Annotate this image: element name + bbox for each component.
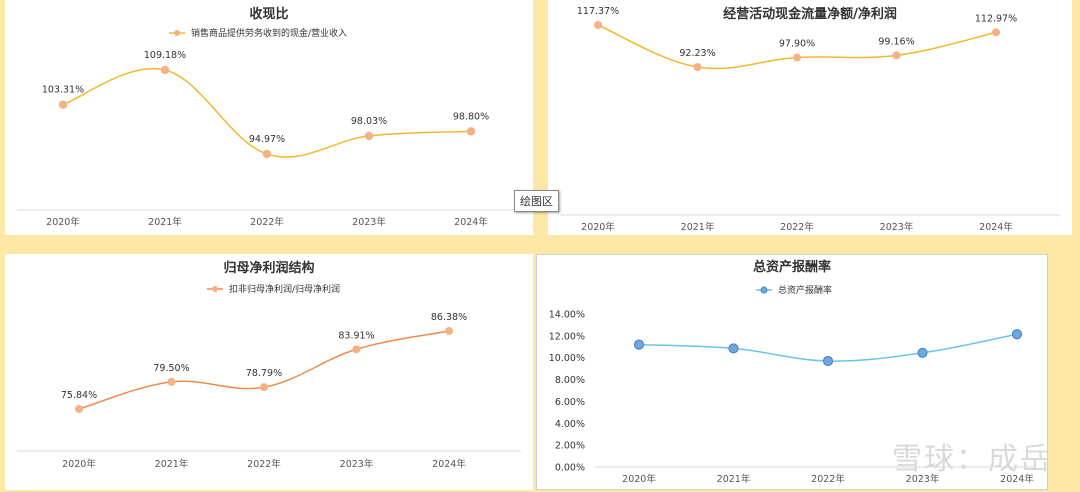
- chart-roa: 总资产报酬率总资产报酬率0.00%2.00%4.00%6.00%8.00%10.…: [549, 259, 1035, 485]
- data-point: [364, 131, 374, 141]
- x-tick-label: 2020年: [622, 473, 656, 485]
- legend-label: 销售商品提供劳务收到的现金/营业收入: [191, 27, 347, 39]
- x-tick-label: 2024年: [1000, 473, 1034, 485]
- legend-marker: [174, 30, 180, 36]
- data-point: [992, 28, 1000, 37]
- data-label: 117.37%: [577, 6, 619, 17]
- data-label: 86.38%: [431, 312, 467, 323]
- data-point: [693, 63, 702, 71]
- x-tick-label: 2021年: [148, 216, 182, 228]
- x-tick-label: 2024年: [979, 221, 1013, 233]
- chart-panel-roa: 总资产报酬率 总资产报酬率 0.00% 2.00% 4.00% 6.00% 8.00% 10.…: [536, 254, 1048, 490]
- chart-ocf-net-profit: 经营活动现金流量净额/净利润 2020年 2021年 2022年 2023年 2024年 1…: [560, 6, 1060, 233]
- plot-area-tooltip: 绘图区: [514, 190, 559, 212]
- data-point: [262, 149, 272, 159]
- data-point: [352, 345, 361, 354]
- data-point: [260, 383, 268, 392]
- legend-marker: [760, 286, 768, 294]
- y-tick-label: 12.00%: [549, 331, 585, 342]
- y-tick-label: 10.00%: [549, 353, 585, 364]
- chart-panel-cash-ratio: 收现比销售商品提供劳务收到的现金/营业收入 2020年 2021年 2022年 2023…: [5, 0, 533, 235]
- data-label: 99.16%: [878, 36, 914, 47]
- data-label: 109.18%: [144, 50, 186, 61]
- x-tick-label: 2024年: [454, 216, 488, 228]
- data-point: [728, 343, 739, 354]
- x-tick-label: 2022年: [247, 458, 281, 470]
- x-tick-label: 2021年: [155, 458, 189, 470]
- legend-marker: [212, 286, 218, 292]
- data-label: 92.23%: [679, 48, 715, 59]
- data-label: 94.97%: [249, 134, 285, 145]
- data-point: [793, 53, 801, 62]
- x-tick-label: 2021年: [717, 473, 751, 485]
- data-label: 98.03%: [351, 116, 387, 127]
- data-label: 83.91%: [338, 330, 374, 341]
- chart-title: 总资产报酬率: [753, 259, 831, 275]
- data-point: [633, 339, 645, 350]
- data-point: [822, 355, 834, 367]
- watermark: 雪球：成岳: [892, 442, 1052, 477]
- y-tick-label: 4.00%: [555, 419, 585, 430]
- y-tick-label: 0.00%: [555, 463, 585, 474]
- x-tick-label: 2022年: [780, 221, 814, 233]
- x-tick-label: 2023年: [906, 473, 940, 485]
- x-tick-label: 2023年: [880, 221, 914, 233]
- data-point: [917, 347, 928, 358]
- data-label: 103.31%: [42, 85, 84, 96]
- data-point: [160, 65, 170, 75]
- data-point: [58, 100, 68, 109]
- x-tick-label: 2022年: [811, 473, 845, 485]
- chart-panel-net-profit-structure: 归母净利润结构扣非归母净利润/归母净利润 2020年 2021年 2022年 2023年…: [5, 254, 533, 490]
- legend-label: 总资产报酬率: [778, 284, 832, 296]
- x-tick-label: 2022年: [250, 216, 284, 228]
- data-point: [466, 127, 476, 136]
- x-tick-label: 2020年: [62, 458, 96, 470]
- chart-panel-ocf-net-profit: 经营活动现金流量净额/净利润 2020年 2021年 2022年 2023年 2024年 1…: [548, 0, 1072, 235]
- data-point: [75, 405, 83, 413]
- data-label: 97.90%: [779, 39, 815, 50]
- data-label: 75.84%: [61, 390, 97, 401]
- data-label: 98.80%: [453, 111, 489, 122]
- y-tick-label: 14.00%: [549, 310, 585, 321]
- x-tick-label: 2021年: [681, 221, 715, 233]
- x-tick-label: 2024年: [432, 458, 466, 470]
- x-tick-label: 2023年: [352, 216, 386, 228]
- x-tick-label: 2020年: [581, 221, 615, 233]
- data-point: [1011, 329, 1023, 340]
- data-label: 78.79%: [246, 368, 282, 379]
- x-tick-label: 2023年: [340, 458, 374, 470]
- chart-title: 经营活动现金流量净额/净利润: [723, 6, 897, 22]
- y-tick-label: 8.00%: [555, 375, 585, 386]
- data-point: [445, 327, 453, 335]
- data-label: 79.50%: [153, 363, 189, 374]
- data-point: [167, 377, 176, 386]
- chart-title: 收现比: [249, 6, 288, 22]
- legend-label: 扣非归母净利润/归母净利润: [229, 283, 340, 295]
- data-point: [594, 21, 602, 29]
- y-tick-label: 6.00%: [555, 397, 585, 408]
- y-tick-label: 2.00%: [555, 441, 585, 452]
- data-label: 112.97%: [975, 13, 1017, 24]
- data-point: [892, 51, 901, 60]
- x-tick-label: 2020年: [46, 216, 80, 228]
- chart-title: 归母净利润结构: [223, 260, 314, 276]
